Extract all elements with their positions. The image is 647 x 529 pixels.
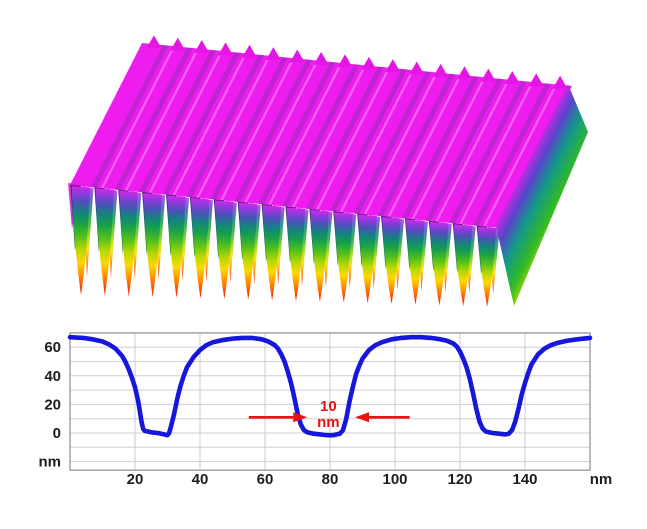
surface-3d-view (68, 35, 588, 307)
x-axis-unit-label: nm (590, 471, 613, 488)
top-ridge-highlight (483, 84, 558, 227)
ridge-front-blade (167, 195, 186, 298)
top-ridge-highlight (339, 69, 415, 212)
plot-border (69, 332, 591, 471)
width-annotation-arrow-left-head (293, 412, 308, 423)
ridge-front-blade (95, 188, 114, 296)
top-ridge-highlight (220, 57, 295, 201)
top-ridge-highlight (148, 50, 224, 193)
y-axis-unit-label: nm (39, 454, 62, 471)
ridge-front-blade (119, 190, 138, 297)
back-edge-peak (480, 68, 496, 82)
top-groove-stripe (258, 62, 336, 205)
width-annotation-unit: nm (317, 414, 340, 431)
top-groove-stripe (162, 52, 241, 195)
back-edge-peak (218, 42, 234, 56)
x-tick-label: 100 (382, 471, 407, 488)
profile-line (67, 334, 593, 438)
ridge-front-blade (405, 219, 425, 305)
top-ridge-highlight (387, 74, 463, 217)
ridge-front-blade (262, 205, 282, 301)
top-ridge-highlight (100, 45, 176, 189)
back-edge-peak (361, 56, 377, 70)
ridge-front-blade (334, 212, 353, 303)
ridge-front-blade (286, 207, 305, 302)
ridge-front-blade (71, 186, 90, 295)
top-groove-stripe (210, 57, 288, 200)
y-tick-label: 40 (44, 368, 61, 385)
back-edge-peak (337, 54, 353, 68)
top-groove-stripe (90, 45, 169, 188)
x-tick-label: 20 (127, 471, 144, 488)
top-ridge-highlight (196, 55, 271, 198)
y-tick-label: 20 (44, 396, 61, 413)
top-groove-stripe (305, 66, 384, 210)
ridge-front-blade (143, 193, 162, 298)
top-ridge-highlight (292, 65, 367, 208)
top-ridge-highlight (244, 60, 319, 203)
top-ridge-highlight (315, 67, 391, 210)
x-tick-label: 80 (322, 471, 339, 488)
top-groove-stripe (186, 54, 264, 198)
x-tick-label: 40 (192, 471, 209, 488)
back-edge-peak (194, 39, 210, 53)
ridge-front-blade (453, 224, 473, 307)
back-edge-peak (170, 37, 186, 51)
top-groove-stripe (377, 74, 456, 217)
top-groove-stripe (401, 76, 479, 219)
back-edge-peak (289, 49, 305, 63)
top-groove-stripe (449, 81, 527, 224)
ridge-front-blade (382, 217, 401, 304)
top-groove-stripe (282, 64, 360, 207)
ridge-front-blade (214, 200, 234, 300)
top-ridge-highlight (124, 48, 200, 191)
back-edge-peak (457, 66, 472, 80)
top-ridge-highlight (411, 76, 486, 220)
back-edge-peak (146, 35, 162, 49)
back-edge-peak (552, 75, 568, 89)
back-edge-peak (385, 59, 401, 73)
back-edge-peak (409, 61, 425, 75)
top-groove-stripe (138, 50, 217, 193)
ridge-front-blade (477, 226, 497, 307)
x-tick-label: 120 (447, 471, 472, 488)
ridge-front-blade (429, 221, 449, 306)
top-ridge-highlight (435, 79, 510, 222)
width-annotation-label: 10 (320, 398, 337, 415)
grating-right-face (496, 84, 588, 306)
y-tick-label: 60 (44, 339, 61, 356)
back-edge-peak (313, 51, 329, 65)
back-edge-peak (528, 73, 544, 87)
top-ridge-highlight (363, 72, 439, 215)
width-annotation-arrow-right-head (355, 412, 370, 423)
x-tick-label: 60 (257, 471, 274, 488)
ridge-front-blade (190, 197, 210, 299)
top-groove-stripe (353, 71, 432, 214)
top-groove-stripe (234, 59, 312, 203)
ridge-front-blade (238, 202, 258, 300)
top-ridge-highlight (172, 53, 248, 196)
top-ridge-highlight (459, 81, 534, 224)
top-groove-stripe (114, 47, 193, 191)
top-groove-stripe (473, 83, 551, 226)
back-edge-peak (433, 63, 449, 77)
ridge-front-blade (358, 214, 377, 304)
top-groove-stripe (329, 69, 408, 212)
back-edge-peak (242, 44, 257, 58)
back-edge-peak (265, 47, 281, 61)
top-groove-stripe (425, 78, 503, 222)
x-tick-label: 140 (512, 471, 537, 488)
back-edge-peak (504, 71, 520, 85)
top-ridge-highlight (268, 62, 343, 205)
ridge-front-blade (310, 209, 329, 302)
y-tick-label: 0 (53, 425, 61, 442)
